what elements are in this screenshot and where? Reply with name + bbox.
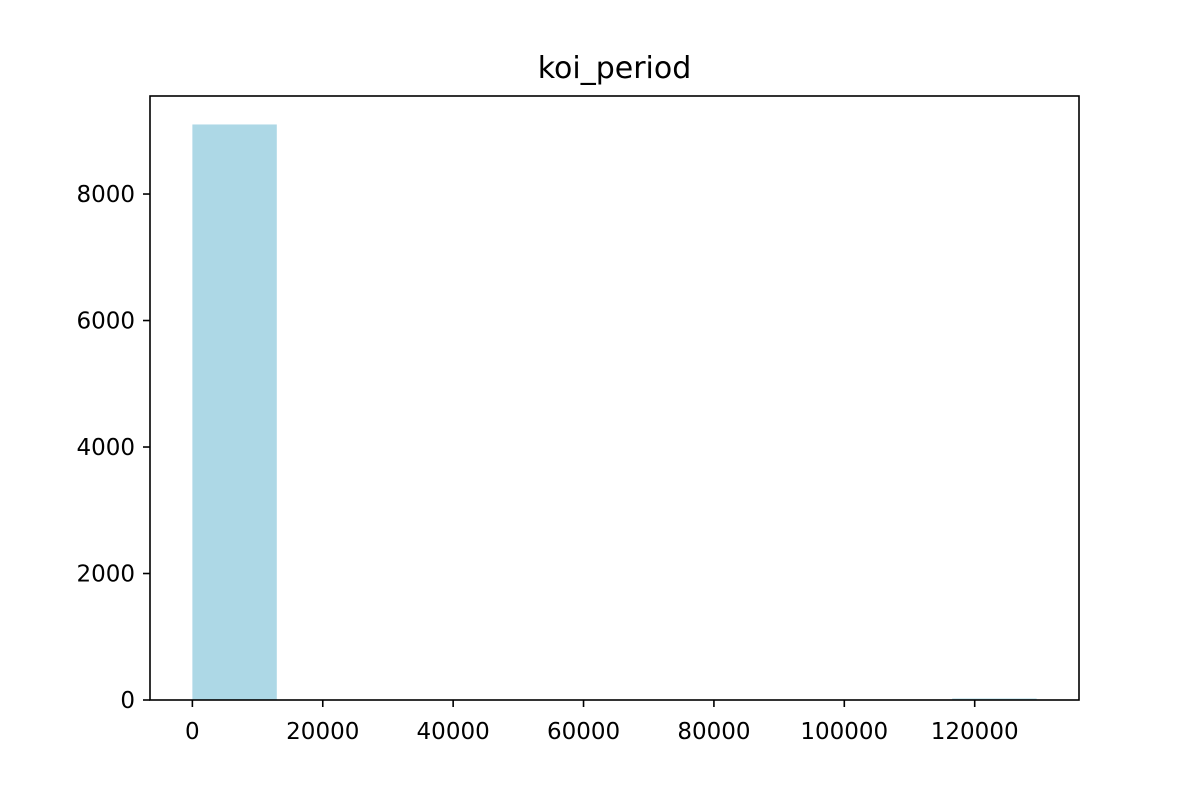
x-tick-label: 60000	[547, 719, 620, 745]
y-tick-label: 6000	[76, 309, 135, 335]
y-tick-label: 2000	[76, 562, 135, 588]
x-tick-label: 20000	[286, 719, 359, 745]
y-axis: 0 2000 4000 6000 8000	[76, 182, 150, 714]
chart-title: koi_period	[538, 51, 692, 86]
x-tick-label: 40000	[417, 719, 490, 745]
x-axis: 0 20000 40000 60000 80000 100000 120000	[185, 700, 1019, 745]
bars-group	[192, 124, 1037, 700]
plot-frame	[149, 95, 1080, 701]
y-tick-label: 4000	[76, 435, 135, 461]
x-tick-label: 80000	[677, 719, 750, 745]
x-tick-label: 120000	[931, 719, 1019, 745]
x-tick-label: 0	[185, 719, 200, 745]
x-tick-label: 100000	[800, 719, 888, 745]
y-tick-label: 8000	[76, 182, 135, 208]
histogram-bar-0	[192, 124, 277, 700]
y-tick-label: 0	[120, 688, 135, 714]
